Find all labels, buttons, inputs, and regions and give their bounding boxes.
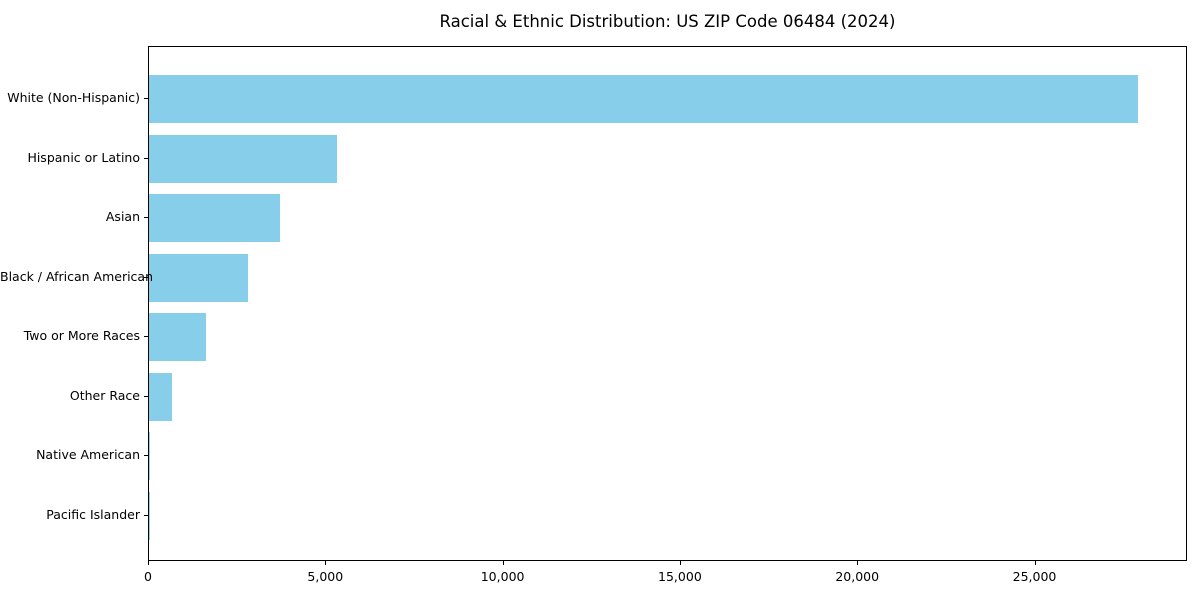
bar-black-african-american bbox=[149, 253, 249, 302]
x-tick-label-25000: 25,000 bbox=[1012, 569, 1057, 584]
chart-title: Racial & Ethnic Distribution: US ZIP Cod… bbox=[439, 12, 896, 31]
bar-hispanic-or-latino bbox=[149, 134, 337, 183]
y-tick-label-asian: Asian bbox=[105, 209, 140, 225]
x-tick-10000 bbox=[502, 561, 504, 565]
y-tick-label-hispanic-or-latino: Hispanic or Latino bbox=[27, 149, 140, 165]
x-tick-label-0: 0 bbox=[144, 569, 152, 584]
x-tick-label-15000: 15,000 bbox=[658, 569, 702, 584]
y-tick-white-non-hispanic bbox=[144, 98, 148, 99]
y-tick-black-african-american bbox=[144, 276, 148, 278]
x-tick-5000 bbox=[325, 561, 327, 565]
y-tick-label-white-non-hispanic: White (Non-Hispanic) bbox=[7, 90, 140, 105]
bar-white-non-hispanic bbox=[149, 75, 1139, 123]
y-tick-label-native-american: Native American bbox=[36, 447, 140, 463]
x-tick-0 bbox=[148, 561, 149, 565]
x-tick-label-10000: 10,000 bbox=[480, 569, 525, 584]
bar-two-or-more-races bbox=[149, 313, 206, 362]
x-tick-25000 bbox=[1034, 561, 1036, 565]
y-tick-native-american bbox=[144, 455, 148, 457]
y-tick-label-two-or-more-races: Two or More Races bbox=[23, 328, 140, 344]
y-tick-asian bbox=[144, 217, 148, 219]
bar-native-american bbox=[149, 432, 151, 481]
x-tick-label-20000: 20,000 bbox=[835, 569, 880, 584]
plot-area bbox=[148, 46, 1187, 561]
y-tick-hispanic-or-latino bbox=[144, 157, 148, 159]
y-tick-label-black-african-american: Black / African American bbox=[0, 268, 154, 284]
y-tick-two-or-more-races bbox=[144, 336, 148, 338]
x-tick-20000 bbox=[857, 561, 859, 565]
x-tick-15000 bbox=[679, 561, 681, 565]
y-tick-label-pacific-islander: Pacific Islander bbox=[46, 506, 140, 522]
y-tick-label-other-race: Other Race bbox=[69, 387, 140, 403]
bar-other-race bbox=[149, 372, 173, 421]
x-tick-label-5000: 5,000 bbox=[307, 569, 344, 584]
y-tick-pacific-islander bbox=[144, 514, 148, 516]
y-tick-other-race bbox=[144, 395, 148, 397]
bar-asian bbox=[149, 194, 281, 243]
